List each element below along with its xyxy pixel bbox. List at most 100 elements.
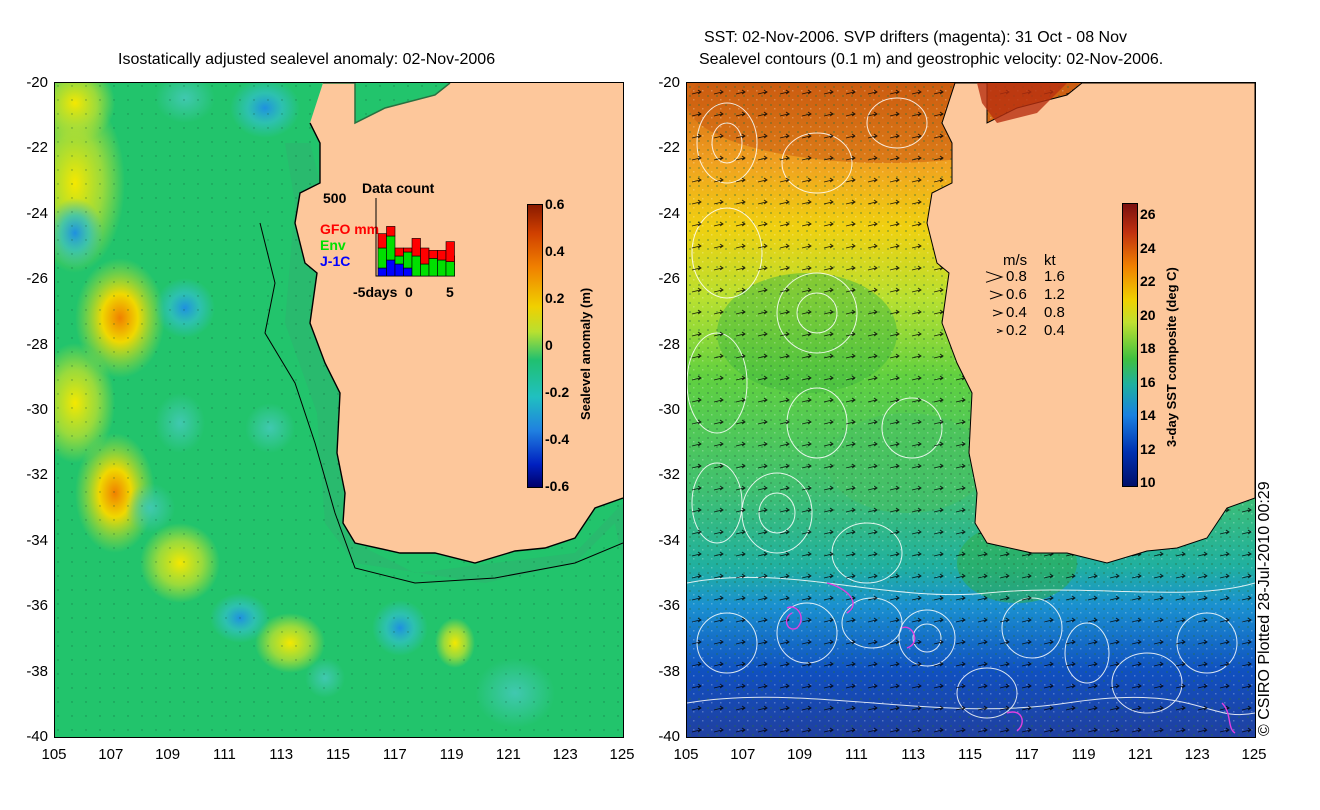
right-y-tick: -26	[658, 270, 680, 288]
velocity-legend-header-kt: kt	[1044, 252, 1056, 269]
colorbar-tick: 0.4	[545, 243, 565, 259]
left-y-tick: -30	[26, 401, 48, 418]
colorbar-tick: 0.6	[545, 196, 565, 212]
velocity-legend-header-ms: m/s	[1003, 252, 1028, 269]
inset-xlabel-start: -5days	[353, 284, 398, 300]
sst-colorbar-label: 3-day SST composite (deg C)	[1164, 267, 1179, 447]
left-y-tick: -34	[26, 531, 48, 549]
inset-xlabel-zero: 0	[405, 284, 413, 300]
inset-bar-green	[394, 255, 404, 265]
right-x-tick: 117	[1014, 746, 1039, 763]
colorbar-tick: -0.6	[545, 478, 570, 494]
left-y-tick: -26	[26, 270, 48, 288]
inset-title: Data count	[362, 180, 435, 196]
inset-bar-red	[445, 241, 455, 262]
right-y-tick: -30	[658, 401, 680, 418]
right-panel-title-line2: Sealevel contours (0.1 m) and geostrophi…	[699, 51, 1164, 68]
right-x-tick: 121	[1127, 746, 1153, 763]
left-y-tick: -28	[26, 335, 48, 353]
inset-bar-red	[403, 247, 413, 253]
right-y-tick: -28	[658, 335, 680, 353]
colorbar-tick: 10	[1140, 474, 1156, 490]
right-x-tick: 125	[1241, 746, 1267, 763]
left-x-tick: 109	[155, 746, 181, 763]
left-x-tick: 123	[552, 746, 578, 763]
left-y-tick: -20	[26, 74, 48, 91]
colorbar-tick: 26	[1140, 206, 1156, 222]
velocity-kt-value: 1.2	[1044, 286, 1065, 303]
inset-bar-red	[394, 247, 404, 257]
left-panel-title: Isostatically adjusted sealevel anomaly:…	[118, 51, 496, 68]
inset-bar-blue	[394, 263, 404, 277]
colorbar-tick: 16	[1140, 373, 1156, 390]
right-x-tick: 111	[844, 746, 868, 763]
sla-colorbar	[527, 204, 543, 488]
inset-bar-green	[420, 263, 430, 277]
inset-bar-green	[377, 247, 387, 269]
colorbar-tick: 12	[1140, 440, 1156, 457]
inset-bar-green	[403, 251, 413, 269]
inset-bar-green	[411, 255, 421, 277]
left-x-tick: 125	[609, 746, 635, 763]
inset-bar-red	[386, 226, 396, 237]
inset-bar-red	[411, 238, 421, 257]
velocity-kt-value: 1.6	[1044, 268, 1065, 285]
inset-bar-red	[377, 233, 387, 249]
right-y-tick: -40	[658, 728, 680, 745]
right-panel-title-line1: SST: 02-Nov-2006. SVP drifters (magenta)…	[704, 29, 1127, 46]
colorbar-tick: 24	[1140, 239, 1156, 256]
left-x-tick: 113	[269, 746, 294, 763]
right-y-tick: -20	[658, 74, 680, 91]
inset-bar-blue	[403, 267, 413, 277]
velocity-ms-value: 0.2	[1006, 322, 1027, 339]
sst-map	[686, 82, 1256, 738]
data-count-chart	[375, 198, 455, 277]
velocity-kt-value: 0.4	[1044, 322, 1065, 339]
left-x-tick: 117	[382, 746, 407, 763]
right-y-tick: -32	[658, 466, 680, 484]
velocity-ms-value: 0.6	[1006, 286, 1027, 303]
right-y-tick: -24	[658, 204, 680, 222]
legend-env: Env	[320, 237, 346, 253]
inset-bar-green	[437, 259, 447, 277]
legend-j1c: J-1C	[320, 253, 351, 269]
left-y-tick: -22	[26, 139, 48, 157]
sst-colorbar	[1122, 203, 1138, 487]
left-x-tick: 121	[495, 746, 521, 763]
inset-bar-red	[454, 255, 455, 265]
left-x-tick: 119	[439, 746, 464, 763]
inset-bar-blue	[377, 267, 387, 277]
velocity-arrow-icon	[996, 328, 1004, 334]
inset-bar-red	[420, 247, 430, 265]
left-x-tick: 115	[326, 746, 350, 763]
velocity-ms-value: 0.8	[1006, 268, 1027, 285]
right-y-tick: -36	[658, 597, 680, 615]
sealevel-anomaly-map	[54, 82, 624, 738]
colorbar-tick: 18	[1140, 340, 1156, 356]
velocity-arrow-icon	[985, 271, 1004, 283]
left-y-tick: -32	[26, 466, 48, 484]
colorbar-tick: 20	[1140, 306, 1156, 323]
right-x-tick: 113	[901, 746, 926, 763]
velocity-arrow-icon	[989, 290, 1004, 300]
right-y-tick: -22	[658, 139, 680, 157]
colorbar-tick: 14	[1140, 407, 1156, 423]
inset-bar-green	[445, 261, 455, 277]
velocity-arrow-icon	[992, 309, 1004, 317]
velocity-kt-value: 0.8	[1044, 304, 1065, 321]
inset-bar-red	[428, 250, 438, 259]
legend-gfo: GFO mm	[320, 221, 380, 237]
left-y-tick: -38	[26, 662, 48, 680]
left-y-tick: -24	[26, 204, 48, 222]
colorbar-tick: 0.2	[545, 290, 565, 306]
left-y-tick: -40	[26, 728, 48, 745]
left-x-tick: 111	[212, 746, 236, 763]
right-x-tick: 119	[1071, 746, 1096, 763]
sla-colorbar-label: Sealevel anomaly (m)	[578, 287, 593, 420]
colorbar-tick: -0.4	[545, 431, 570, 447]
velocity-ms-value: 0.4	[1006, 304, 1027, 321]
right-x-tick: 123	[1184, 746, 1210, 763]
right-x-tick: 115	[958, 746, 982, 763]
inset-bar-blue	[386, 259, 396, 277]
right-x-tick: 107	[730, 746, 756, 763]
